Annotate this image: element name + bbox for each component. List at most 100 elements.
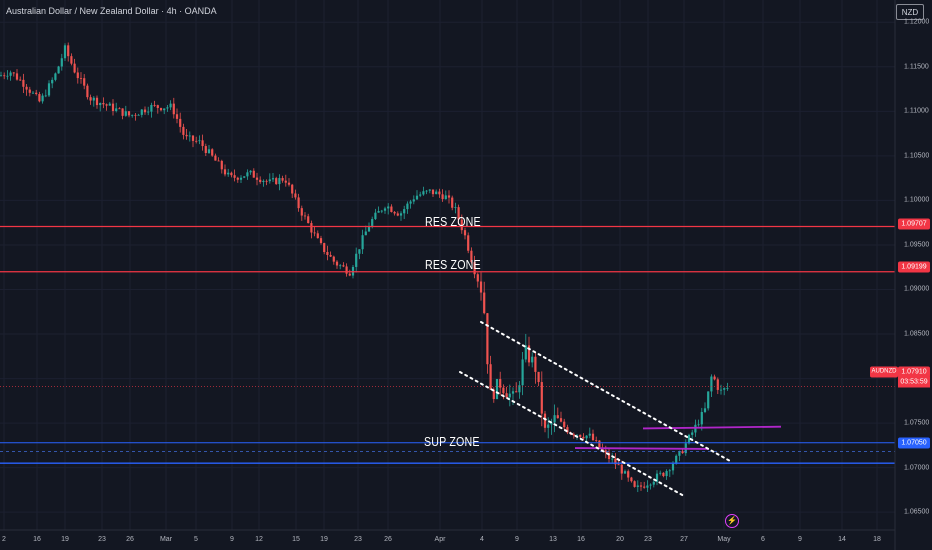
candle-body: [73, 63, 76, 73]
candle-body: [291, 184, 294, 194]
candle-body: [233, 175, 236, 178]
res-zone-label-lower: RES ZONE: [425, 257, 481, 272]
candle-body: [243, 176, 246, 178]
currency-button[interactable]: NZD: [896, 4, 924, 20]
x-tick-label: 23: [98, 536, 106, 543]
purple-level-lower: [574, 447, 710, 450]
symbol-tag: AUDNZD: [870, 366, 898, 378]
candle-body: [223, 169, 227, 175]
candle-body: [723, 388, 726, 390]
x-tick-label: 18: [873, 536, 881, 543]
candle-body: [35, 92, 38, 95]
candle-body: [476, 274, 479, 282]
x-tick-label: 9: [515, 536, 519, 543]
candle-body: [348, 273, 351, 276]
candle-body: [92, 97, 95, 101]
candle-body: [457, 207, 460, 220]
candle-body: [563, 421, 566, 428]
res-zone-label-upper: RES ZONE: [425, 214, 481, 229]
candle-body: [339, 265, 342, 267]
candle-body: [307, 216, 310, 224]
y-tick-label: 1.06500: [904, 508, 930, 516]
candle-body: [668, 470, 671, 472]
candle-body: [508, 393, 511, 398]
sup-price-tag: 1.07050: [898, 437, 930, 449]
candle-body: [415, 195, 419, 200]
candle-body: [479, 281, 483, 293]
candle-body: [700, 411, 703, 425]
candle-body: [22, 79, 25, 87]
candle-body: [31, 92, 35, 94]
candle-body: [185, 134, 188, 137]
candle-body: [211, 149, 214, 156]
candle-body: [275, 178, 278, 185]
x-tick-label: 9: [230, 536, 234, 543]
candle-body: [515, 391, 518, 393]
x-tick-label: 2: [2, 536, 6, 543]
x-tick-label: May: [717, 536, 731, 543]
candle-body: [665, 471, 668, 477]
channel-upper: [480, 321, 731, 462]
candle-body: [204, 146, 207, 154]
x-tick-label: 14: [838, 536, 846, 543]
channel-lower: [459, 371, 685, 497]
candle-body: [454, 207, 457, 208]
candle-body: [495, 379, 499, 400]
candle-body: [595, 440, 598, 441]
candle-body: [396, 213, 399, 216]
x-tick-label: 23: [354, 536, 362, 543]
y-tick-label: 1.12000: [904, 18, 930, 26]
x-tick-label: 23: [644, 536, 652, 543]
candle-body: [607, 452, 611, 460]
x-tick-label: 20: [616, 536, 624, 543]
candle-body: [316, 233, 319, 239]
candle-body: [585, 435, 588, 439]
candle-body: [639, 485, 643, 487]
x-tick-label: 16: [33, 536, 41, 543]
lightning-icon[interactable]: ⚡: [725, 514, 739, 528]
candle-body: [41, 95, 44, 102]
candle-body: [358, 249, 361, 254]
candle-body: [431, 189, 435, 195]
x-tick-label: 26: [126, 536, 134, 543]
candle-body: [12, 72, 15, 74]
sup-zone-label: SUP ZONE: [424, 434, 480, 449]
candle-body: [399, 213, 403, 216]
candle-body: [28, 89, 31, 93]
candle-body: [441, 194, 444, 200]
candle-body: [268, 179, 271, 182]
candle-body: [159, 108, 163, 111]
candle-body: [191, 135, 195, 141]
candle-body: [329, 254, 332, 257]
candle-body: [246, 172, 249, 177]
candle-body: [44, 95, 47, 97]
candle-body: [511, 391, 515, 394]
candle-body: [537, 371, 540, 383]
candle-body: [470, 250, 473, 263]
candle-body: [428, 189, 431, 191]
x-tick-label: 4: [480, 536, 484, 543]
candle-body: [0, 75, 3, 77]
y-tick-label: 1.09000: [904, 285, 930, 293]
candle-body: [137, 114, 140, 116]
candle-body: [294, 193, 297, 198]
candle-body: [403, 209, 406, 214]
candle-body: [518, 385, 521, 393]
y-tick-label: 1.10000: [904, 196, 930, 204]
candle-body: [115, 108, 118, 111]
candle-body: [214, 155, 217, 161]
candle-body: [163, 108, 166, 111]
x-tick-label: 19: [61, 536, 69, 543]
candle-body: [643, 486, 646, 488]
candle-body: [175, 114, 179, 119]
candle-body: [435, 191, 438, 195]
candle-body: [198, 140, 201, 142]
candle-body: [220, 160, 223, 170]
candle-body: [249, 170, 252, 173]
candle-body: [572, 434, 575, 436]
candle-body: [553, 415, 556, 423]
candlestick-series: [0, 42, 729, 493]
candle-body: [655, 473, 659, 482]
candle-body: [70, 56, 73, 64]
